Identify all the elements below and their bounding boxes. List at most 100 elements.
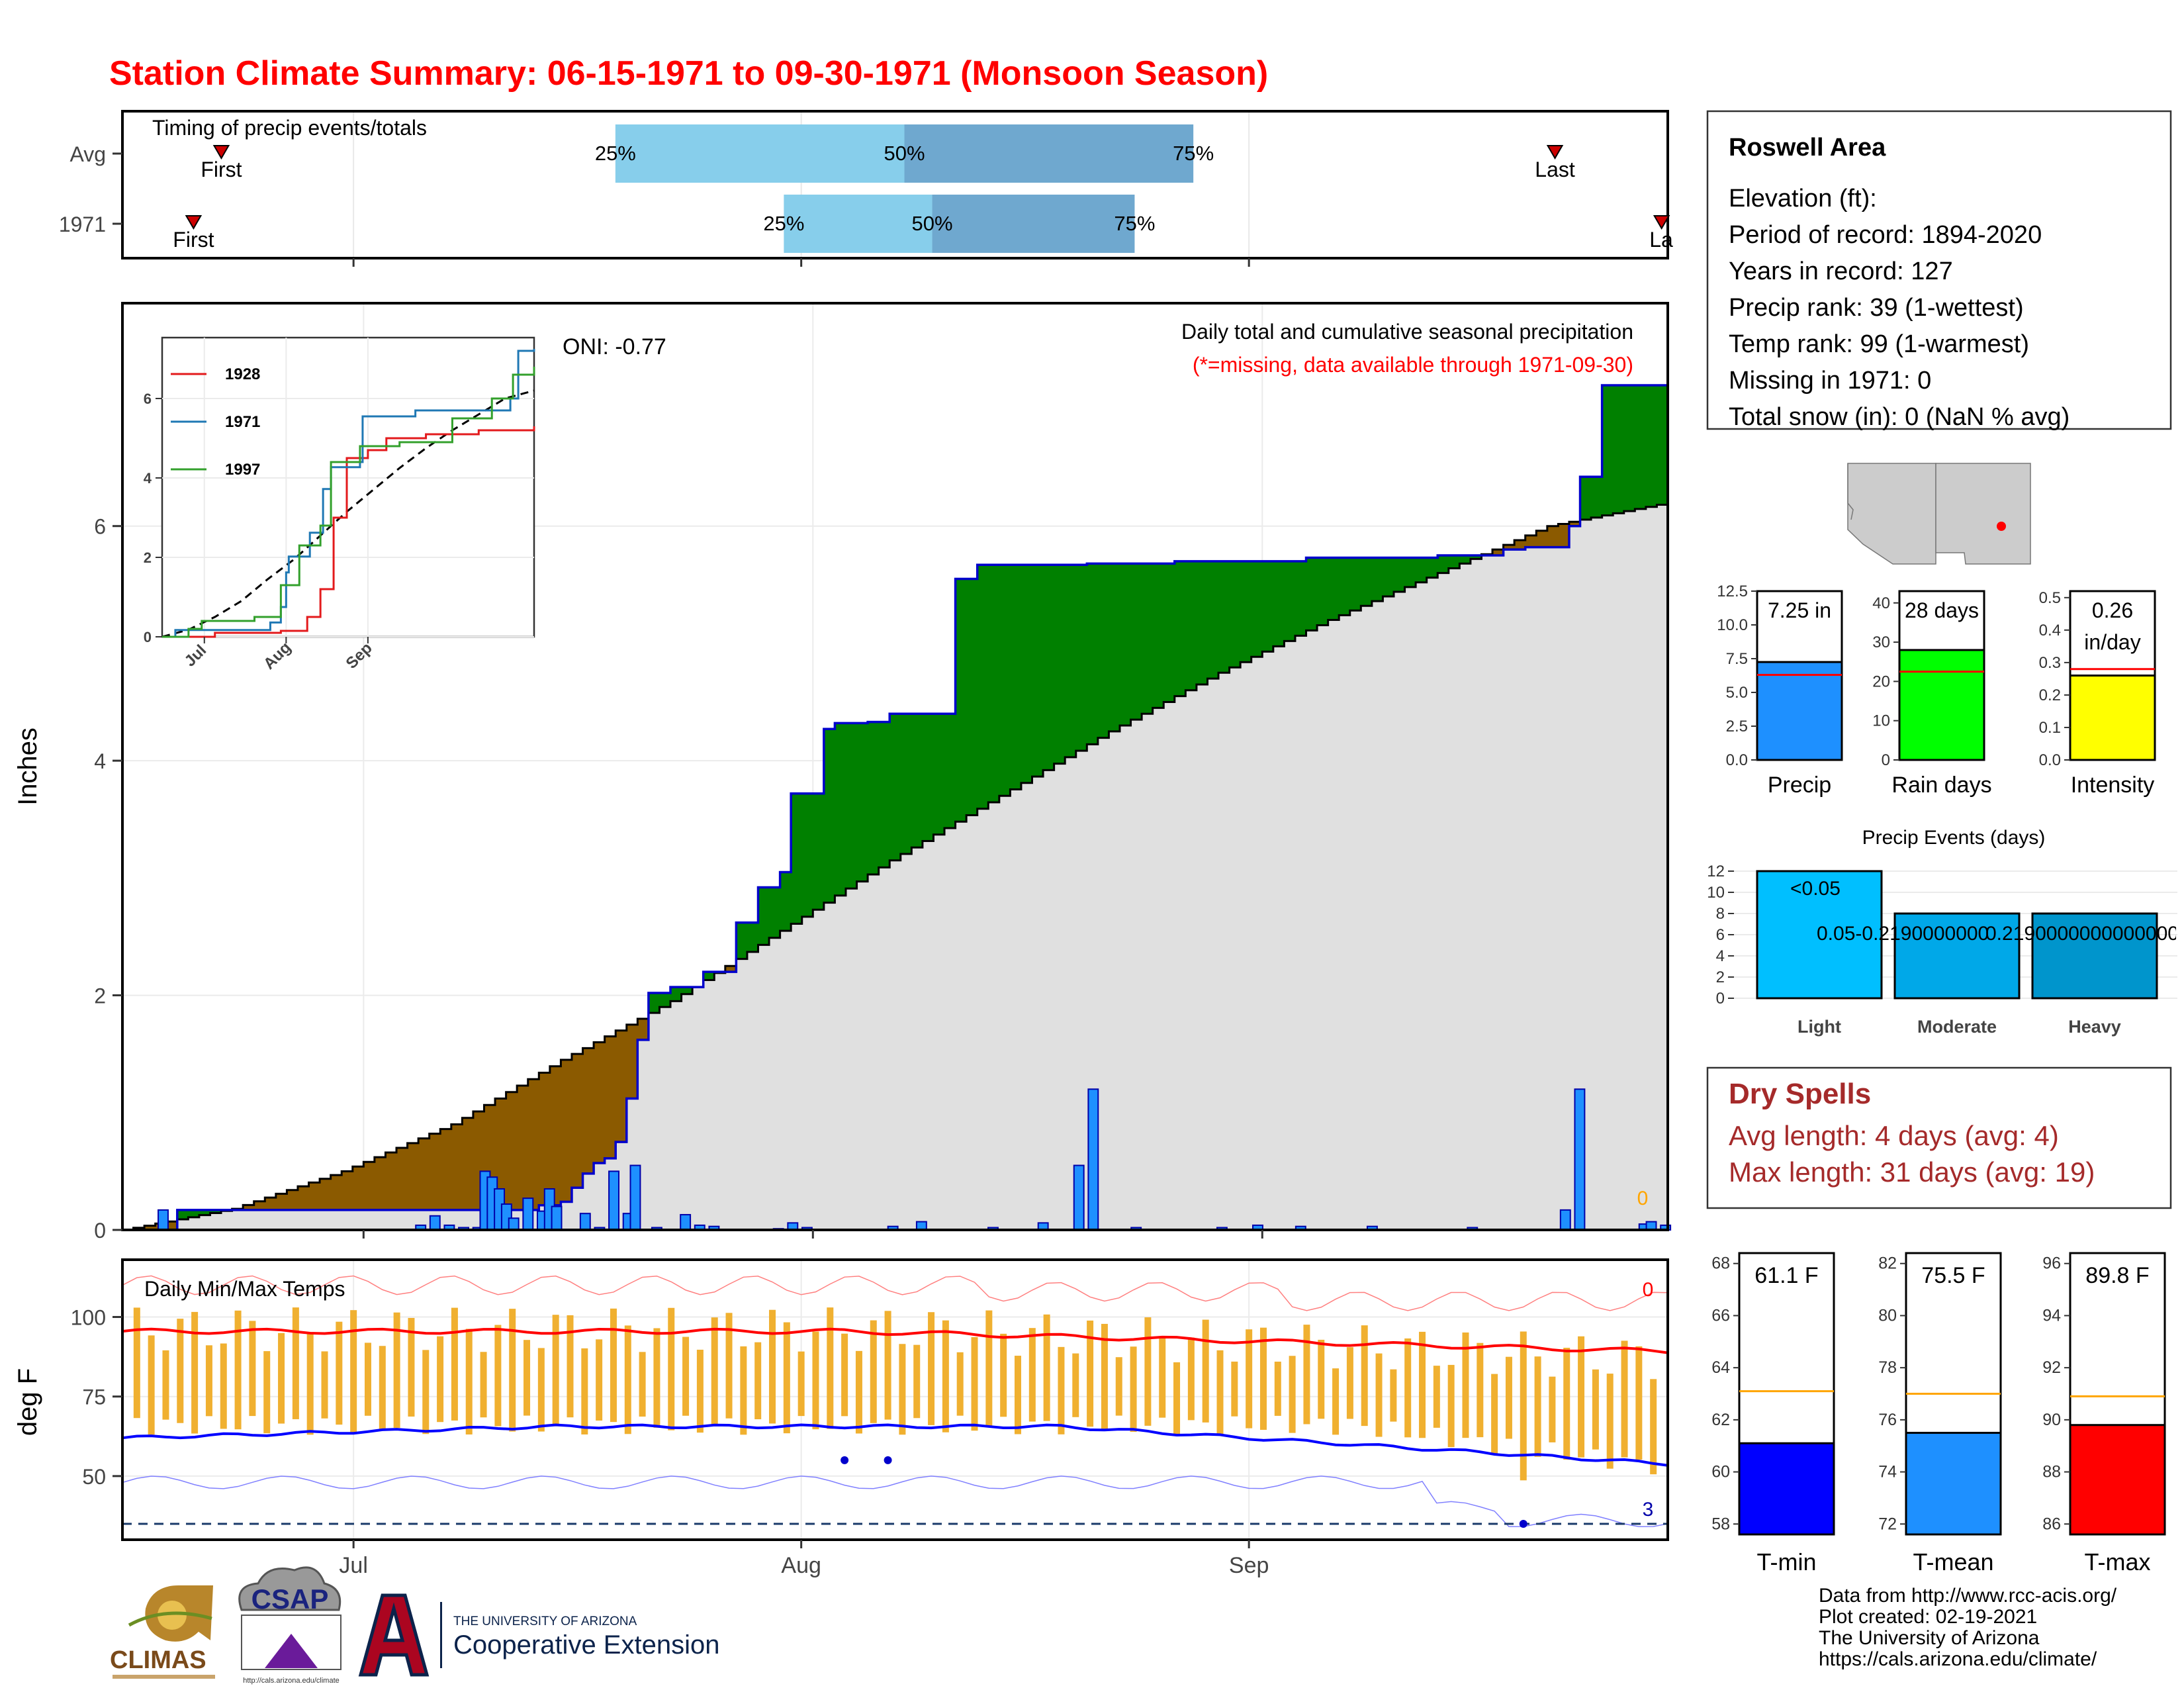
temp-corner-bottom: 3 xyxy=(1643,1499,1654,1521)
events-bars: 0 2 4 6 8 10 12 Light Moderate Heavy <0.05 0.05-0.2… xyxy=(1707,863,2177,1037)
timing-panel: Timing of precip events/totals 25% 50% 75%… xyxy=(59,110,1673,267)
summary-bars: 7.25 in 0.0 2.5 5.0 7.5 10.0 12.5 Precip 28 days… xyxy=(1717,583,2156,798)
university-of-arizona-logo: THE UNIVERSITY OF ARIZONA Cooperative Ex… xyxy=(358,1593,719,1677)
chart-title: Station Climate Summary: 06-15-1971 to 0… xyxy=(109,54,1268,93)
last-event-label: Last xyxy=(1535,158,1575,181)
daily-temp-range-bar xyxy=(249,1321,256,1417)
timing-y-axis: Avg 1971 xyxy=(59,142,1250,267)
ua-name: THE UNIVERSITY OF ARIZONA xyxy=(453,1615,637,1628)
event-bar-category: Heavy xyxy=(2068,1017,2121,1037)
summary-y-tick-label: 0.3 xyxy=(2039,654,2061,672)
daily-temp-range-bar xyxy=(1549,1376,1556,1442)
csap-logo: CSAP http://cals.arizona.edu/climate xyxy=(238,1566,341,1685)
daily-temp-range-bar xyxy=(1635,1346,1643,1460)
inset-legend: 1928 1971 1997 xyxy=(171,365,260,479)
daily-temp-range-bar xyxy=(292,1307,299,1419)
inset-y-tick-label: 6 xyxy=(144,391,152,407)
climas-logo: CLIMAS xyxy=(110,1585,215,1679)
daily-temp-range-bar xyxy=(942,1320,949,1432)
daily-temp-range-bar xyxy=(1289,1356,1296,1433)
ua-cooperative-extension: Cooperative Extension xyxy=(453,1630,719,1660)
temp-bar-y-tick-label: 80 xyxy=(1878,1306,1897,1325)
events-y-tick-label: 4 xyxy=(1716,947,1725,965)
temp-panel-frame xyxy=(121,1258,1669,1541)
inset-legend-label: 1928 xyxy=(225,365,260,383)
daily-temp-range-bar xyxy=(1534,1356,1541,1457)
temp-bar-y-tick-label: 74 xyxy=(1878,1463,1897,1481)
timing-p25-label: 25% xyxy=(763,212,804,235)
daily-temp-range-bar xyxy=(1650,1379,1657,1475)
csap-wordmark: CSAP xyxy=(251,1583,329,1615)
daily-temp-range-bar xyxy=(1202,1319,1209,1423)
daily-temp-range-bar xyxy=(624,1325,631,1434)
temp-bar-value-label: 61.1 F xyxy=(1754,1263,1818,1288)
csap-url: http://cals.arizona.edu/climate xyxy=(243,1677,340,1685)
daily-temp-range-bar xyxy=(437,1336,444,1423)
temp-bar-y-tick-label: 68 xyxy=(1711,1254,1730,1273)
map-region-left-edge xyxy=(1847,463,1854,520)
timing-p50-label: 50% xyxy=(912,212,953,235)
event-threshold-moderate: 0.05-0.2190000000 xyxy=(1817,923,1989,945)
daily-temp-range-bar xyxy=(1087,1320,1094,1427)
daily-temp-range-bar xyxy=(956,1352,964,1416)
summary-y-tick-label: 2.5 xyxy=(1726,718,1748,735)
daily-temp-range-bar xyxy=(1433,1366,1440,1428)
event-bar-category: Light xyxy=(1797,1017,1841,1037)
daily-temp-range-bar xyxy=(1231,1361,1238,1417)
precip-y-tick-label: 2 xyxy=(94,984,106,1008)
station-name: Roswell Area xyxy=(1729,134,1886,162)
daily-temp-range-bar xyxy=(509,1309,516,1432)
daily-temp-range-bar xyxy=(1520,1331,1527,1481)
daily-temp-range-bar xyxy=(1043,1314,1050,1421)
daily-temp-range-bar xyxy=(740,1346,747,1435)
daily-temp-range-bar xyxy=(1606,1374,1614,1469)
precip-surplus-fill xyxy=(177,385,1668,1220)
events-y-tick-label: 8 xyxy=(1716,905,1725,923)
temp-bar-y-tick-label: 58 xyxy=(1711,1515,1730,1533)
temp-bar-value-label: 89.8 F xyxy=(2085,1263,2149,1288)
summary-bar-value-label: 0.26 xyxy=(2092,598,2133,622)
temp-bar-category: T-min xyxy=(1757,1548,1817,1575)
daily-temp-range-bar xyxy=(1216,1350,1224,1434)
daily-temp-range-bar xyxy=(971,1336,978,1431)
inset-frame xyxy=(161,336,535,638)
last-event-marker xyxy=(1546,145,1564,160)
record-min-line xyxy=(122,1476,1668,1528)
precip-panel-title: Daily total and cumulative seasonal prec… xyxy=(1181,320,1633,344)
daily-temp-range-bar xyxy=(1578,1336,1585,1458)
credit-line: Plot created: 02-19-2021 xyxy=(1819,1606,2037,1628)
daily-temp-range-bar xyxy=(1246,1329,1253,1429)
events-y-tick-label: 2 xyxy=(1716,968,1725,986)
daily-temp-range-bar xyxy=(1390,1369,1397,1422)
daily-temp-range-bar xyxy=(884,1311,891,1420)
precip-y-axis: 0 2 4 6 xyxy=(94,515,1263,1243)
summary-y-tick-label: 5.0 xyxy=(1726,684,1748,702)
precip-daily-bars xyxy=(158,1088,1672,1231)
x-tick-label-sep: Sep xyxy=(1229,1553,1269,1578)
first-event-label: First xyxy=(201,158,242,181)
inset-series-1928 xyxy=(162,426,535,638)
daily-temp-range-bar xyxy=(1274,1361,1281,1416)
temp-y-axis-label: deg F xyxy=(13,1368,42,1436)
daily-temp-range-bar xyxy=(985,1310,993,1428)
daily-temp-range-bar xyxy=(494,1325,502,1427)
summary-bar-precip xyxy=(1756,661,1843,761)
temp-y-axis: 50 75 100 xyxy=(71,1306,122,1489)
daily-temp-range-bar xyxy=(1404,1338,1412,1438)
logos: CLIMAS CSAP http://cals.arizona.edu/clim… xyxy=(110,1566,719,1685)
summary-y-tick-label: 10 xyxy=(1872,712,1890,730)
daily-temp-range-bar xyxy=(336,1321,343,1425)
daily-temp-range-bar xyxy=(1419,1331,1426,1438)
temp-bar-y-tick-label: 96 xyxy=(2042,1254,2061,1273)
climas-wordmark: CLIMAS xyxy=(110,1646,206,1674)
daily-temp-range-bar xyxy=(769,1309,776,1424)
daily-temp-range-bar xyxy=(668,1307,675,1430)
daily-precip-bar xyxy=(608,1170,619,1231)
daily-temp-range-bar xyxy=(393,1312,400,1428)
precip-events-chart: Precip Events (days) 0 2 4 6 8 10 12 Light Moder… xyxy=(1707,827,2177,1037)
daily-temp-range-bar xyxy=(1058,1346,1065,1434)
daily-temp-range-bar xyxy=(913,1344,921,1419)
info-line: Period of record: 1894-2020 xyxy=(1729,221,2042,249)
